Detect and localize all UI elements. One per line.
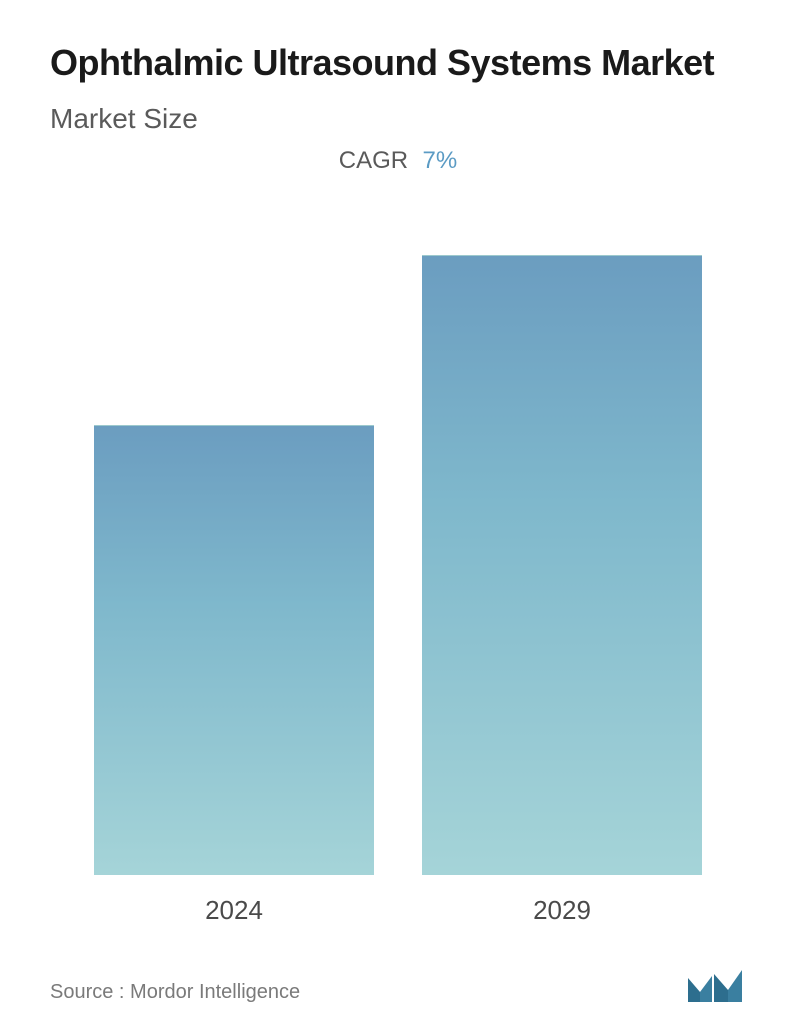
chart-title: Ophthalmic Ultrasound Systems Market	[50, 40, 746, 85]
cagr-value: 7%	[423, 147, 458, 174]
bar-group-1: 2029	[422, 255, 702, 926]
footer: Source : Mordor Intelligence	[50, 956, 746, 1004]
chart-area: 2024 2029	[50, 195, 746, 936]
bar-0	[94, 425, 374, 875]
chart-container: Ophthalmic Ultrasound Systems Market Mar…	[0, 0, 796, 1034]
brand-logo	[686, 966, 746, 1004]
logo-icon	[686, 966, 746, 1004]
bar-group-0: 2024	[94, 425, 374, 926]
bar-label-1: 2029	[533, 895, 591, 926]
chart-subtitle: Market Size	[50, 103, 746, 135]
cagr-row: CAGR 7%	[50, 147, 746, 175]
cagr-label: CAGR	[339, 147, 408, 174]
bar-1	[422, 255, 702, 875]
source-text: Source : Mordor Intelligence	[50, 981, 300, 1004]
bar-label-0: 2024	[205, 895, 263, 926]
